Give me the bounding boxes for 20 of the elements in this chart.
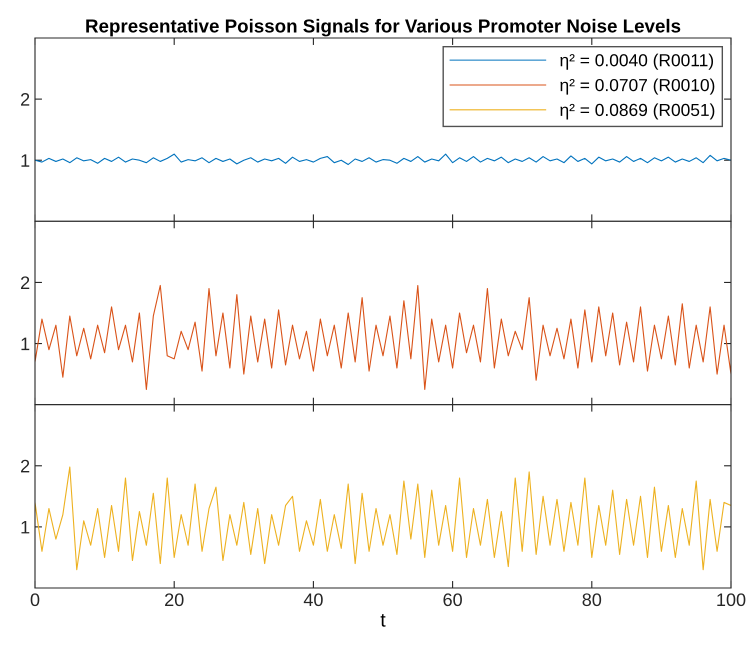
x-tick-label: 80 — [582, 593, 602, 606]
line-series — [35, 466, 731, 570]
line-series — [35, 154, 731, 166]
chart-title: Representative Poisson Signals for Various Promoter Noise Levels — [86, 18, 680, 36]
x-axis-title: t — [380, 614, 386, 627]
text: η² = 0.0707 (R0010) — [560, 78, 714, 95]
text: η² = 0.0040 (R0011) — [560, 54, 714, 70]
x-tick-label: 60 — [443, 593, 462, 606]
y-tick-label: 1 — [21, 521, 30, 534]
line-series — [35, 284, 731, 390]
y-tick-label: 2 — [21, 276, 30, 289]
x-tick-label: 100 — [717, 593, 746, 606]
y-tick-label: 1 — [21, 154, 30, 167]
x-tick-label: 40 — [304, 593, 323, 606]
x-tick-label: 0 — [30, 593, 40, 606]
y-tick-label: 1 — [21, 338, 30, 350]
text: η² = 0.0869 (R0051) — [560, 103, 714, 120]
y-tick-label: 2 — [21, 460, 30, 472]
y-tick-label: 2 — [21, 93, 30, 106]
x-tick-label: 20 — [165, 593, 184, 606]
